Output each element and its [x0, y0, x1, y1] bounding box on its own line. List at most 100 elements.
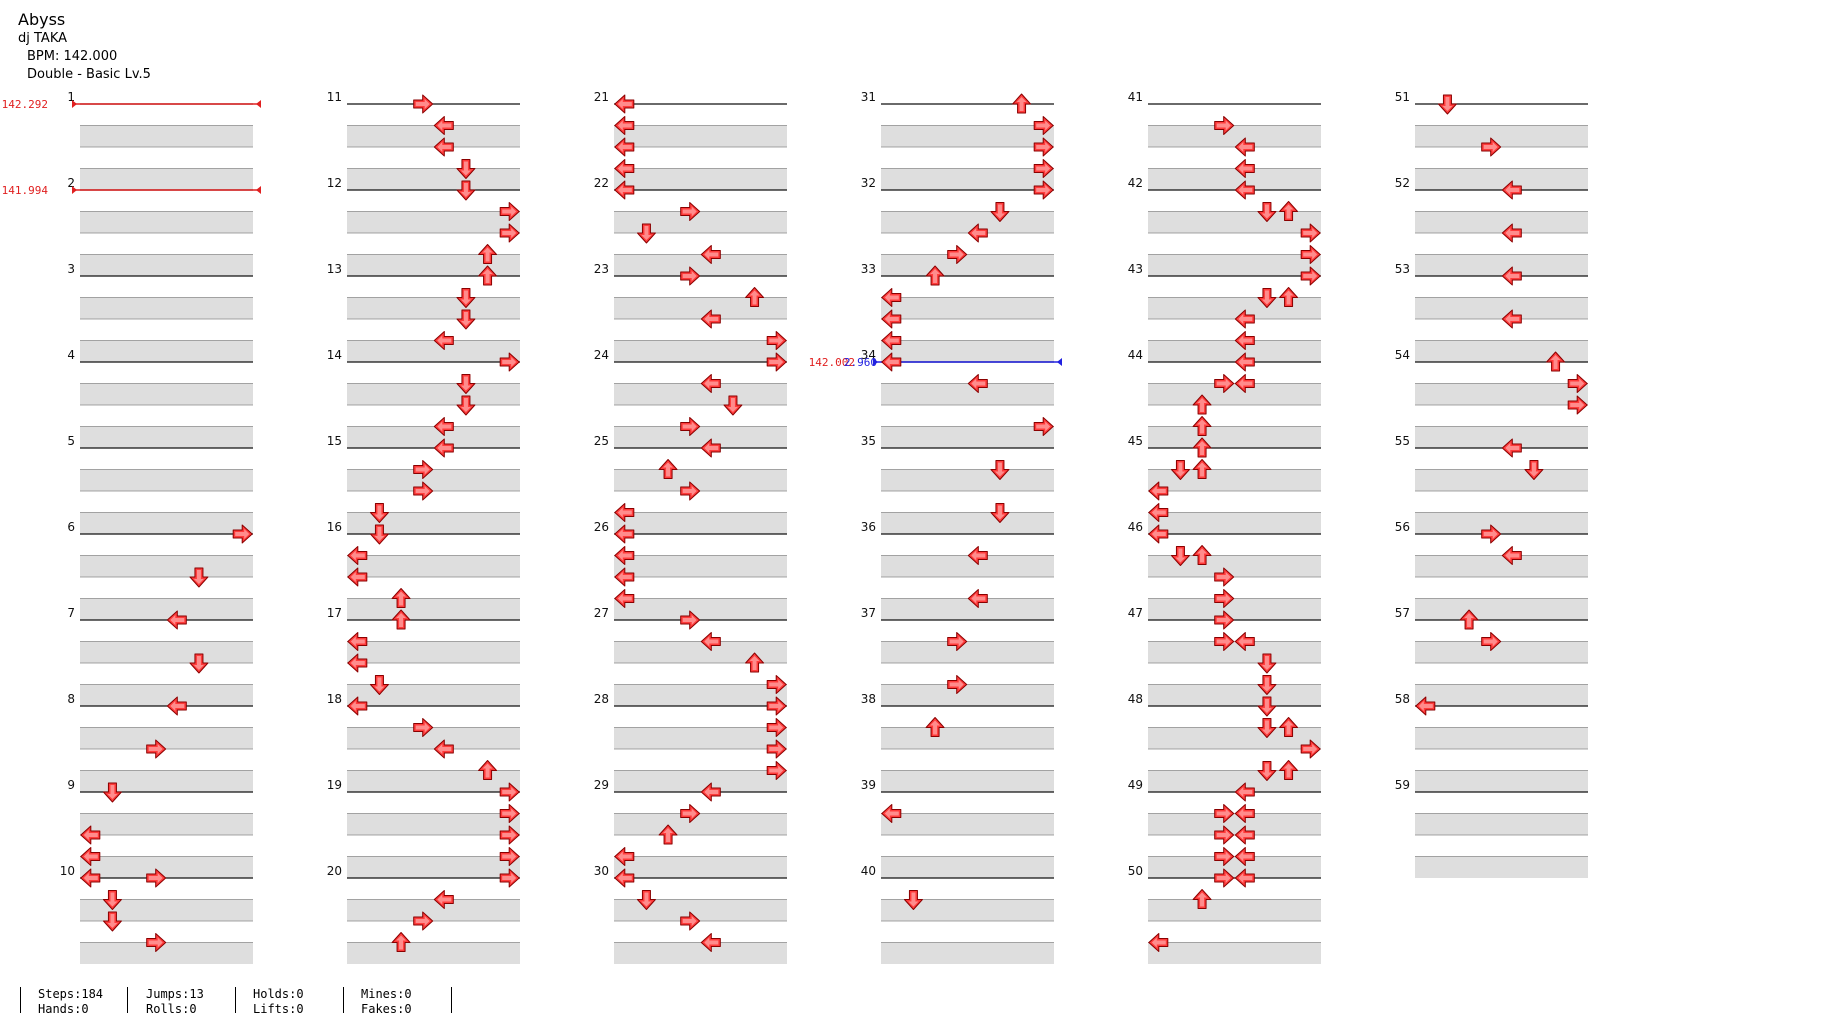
- arrow-right-icon: [766, 761, 787, 780]
- beat-stripe: [1148, 125, 1321, 147]
- arrow-right-icon: [1214, 589, 1235, 608]
- arrow-left-icon: [700, 438, 721, 458]
- beat-stripe: [347, 340, 520, 362]
- beat-stripe: [80, 254, 253, 276]
- beat-stripe: [881, 426, 1054, 448]
- arrow-highlight: [1570, 400, 1585, 410]
- beat-stripe: [1415, 856, 1588, 878]
- arrow-highlight: [107, 892, 118, 907]
- arrow-left-icon: [614, 94, 635, 114]
- arrow-up-icon: [1192, 889, 1212, 909]
- measure-number: 21: [594, 90, 609, 104]
- measure-number: 58: [1395, 692, 1410, 706]
- beat-stripe: [1415, 340, 1588, 362]
- arrow-highlight: [460, 161, 471, 176]
- arrow-right-icon: [1300, 266, 1321, 286]
- arrow-highlight: [83, 873, 98, 883]
- arrow-highlight: [1303, 271, 1318, 281]
- arrow-right-icon: [499, 782, 520, 802]
- arrow-up-icon: [745, 287, 765, 307]
- arrow-highlight: [1261, 720, 1272, 735]
- arrow-highlight: [994, 462, 1005, 477]
- measure-number: 14: [327, 348, 342, 362]
- beat-stripe: [80, 770, 253, 792]
- measure-number: 7: [67, 606, 75, 620]
- beat-stripe: [614, 383, 787, 405]
- arrow-highlight: [460, 376, 471, 391]
- arrow-left-icon: [614, 567, 635, 587]
- arrow-left-icon: [80, 868, 101, 888]
- arrow-highlight: [1216, 636, 1231, 647]
- measure-number: 20: [327, 864, 342, 878]
- arrow-left-icon: [347, 653, 368, 673]
- arrow-left-icon: [433, 331, 454, 350]
- arrow-highlight: [769, 335, 784, 346]
- beat-stripe: [1415, 426, 1588, 448]
- beat-stripe: [881, 383, 1054, 405]
- arrow-right-icon: [499, 223, 520, 243]
- beat-stripe: [881, 856, 1054, 878]
- arrow-up-icon: [1279, 760, 1299, 780]
- arrow-right-icon: [146, 933, 167, 952]
- beat-stripe: [80, 813, 253, 835]
- beat-stripe: [347, 426, 520, 448]
- arrow-right-icon: [413, 481, 434, 501]
- arrow-left-icon: [347, 632, 368, 651]
- arrow-highlight: [1197, 548, 1208, 563]
- measure-number: 12: [327, 176, 342, 190]
- beat-stripe: [347, 383, 520, 405]
- beat-stripe: [881, 598, 1054, 620]
- arrow-highlight: [1238, 830, 1253, 840]
- arrow-left-icon: [433, 890, 454, 909]
- arrow-down-icon: [369, 675, 389, 695]
- arrow-down-icon: [456, 159, 476, 179]
- beat-stripe: [347, 168, 520, 190]
- arrow-left-icon: [1234, 159, 1255, 178]
- arrow-right-icon: [1033, 116, 1054, 135]
- beat-stripe: [1415, 469, 1588, 491]
- stats-separator: [451, 987, 452, 1013]
- bpm-change-value: 142.292: [2, 98, 48, 111]
- stat-jumps: Jumps:13: [146, 987, 204, 1001]
- arrow-highlight: [1505, 443, 1520, 453]
- arrow-left-icon: [166, 696, 187, 716]
- bpm-label: BPM: 142.000: [27, 49, 118, 64]
- arrow-highlight: [971, 550, 986, 561]
- beat-stripe: [1415, 211, 1588, 233]
- arrow-highlight: [1505, 314, 1520, 324]
- beat-stripe: [1148, 770, 1321, 792]
- arrow-highlight: [1238, 314, 1253, 324]
- arrow-highlight: [374, 677, 385, 692]
- arrow-highlight: [971, 228, 986, 238]
- measure-number: 27: [594, 606, 609, 620]
- arrow-highlight: [415, 99, 430, 109]
- arrow-left-icon: [967, 374, 988, 393]
- arrow-highlight: [502, 357, 517, 367]
- beat-stripe: [1148, 942, 1321, 964]
- measure-number: 50: [1128, 864, 1143, 878]
- arrow-left-icon: [1148, 933, 1169, 952]
- arrow-highlight: [704, 787, 719, 797]
- arrow-highlight: [930, 720, 941, 735]
- beat-stripe: [1415, 684, 1588, 706]
- arrow-right-icon: [1214, 374, 1235, 393]
- arrow-up-icon: [1192, 459, 1212, 479]
- arrow-highlight: [617, 142, 632, 152]
- beat-stripe: [614, 340, 787, 362]
- arrow-right-icon: [680, 804, 701, 823]
- beat-stripe: [80, 469, 253, 491]
- arrow-left-icon: [1234, 374, 1255, 393]
- arrow-down-icon: [1257, 696, 1277, 717]
- arrow-up-icon: [1192, 416, 1212, 436]
- arrow-highlight: [170, 615, 185, 625]
- arrow-left-icon: [614, 546, 635, 565]
- beat-stripe: [614, 856, 787, 878]
- beat-stripe: [614, 727, 787, 749]
- arrow-highlight: [350, 550, 365, 561]
- arrow-left-icon: [166, 610, 187, 630]
- arrow-highlight: [437, 142, 452, 152]
- arrow-right-icon: [499, 847, 520, 866]
- measure-number: 42: [1128, 176, 1143, 190]
- arrow-highlight: [107, 785, 118, 799]
